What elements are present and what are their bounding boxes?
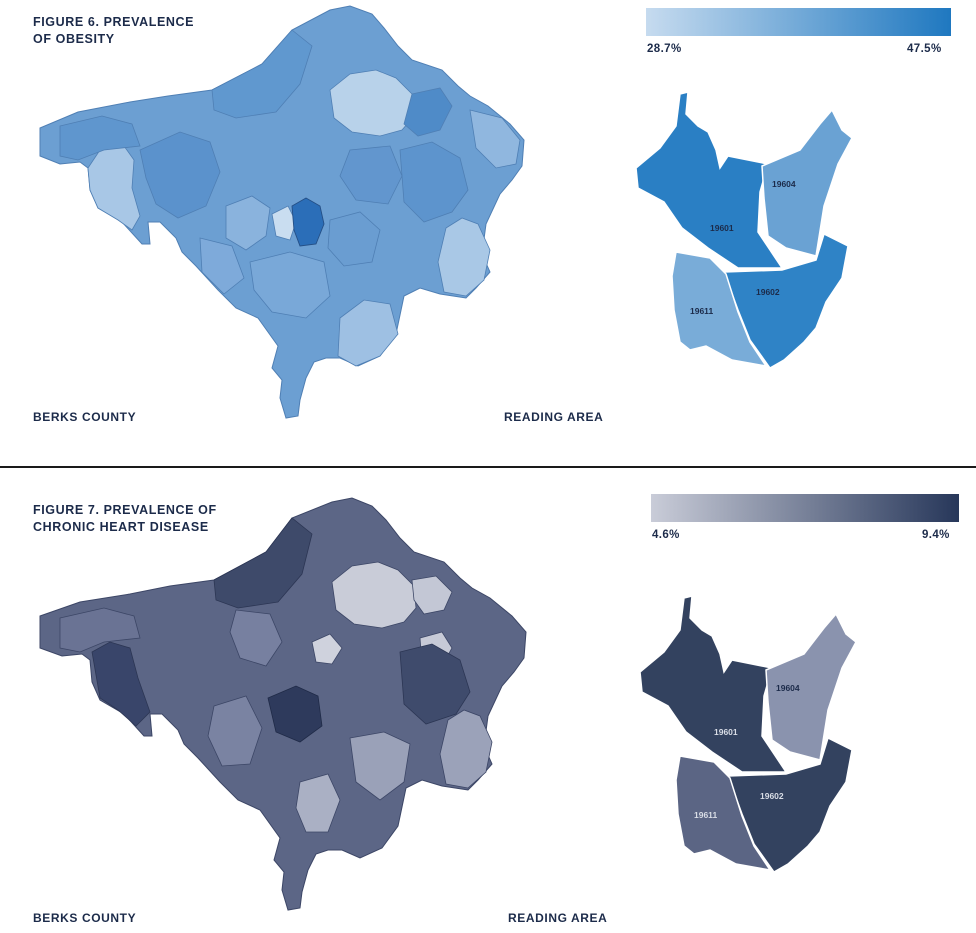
district-mid-k bbox=[199, 237, 245, 295]
district-light-southeast bbox=[439, 709, 493, 789]
zip-label-19602: 19602 bbox=[760, 791, 784, 801]
district-mid-g bbox=[249, 251, 331, 319]
color-scale-legend bbox=[651, 494, 959, 522]
reading-map-label: READING AREA bbox=[508, 911, 608, 925]
zip-label-19611: 19611 bbox=[690, 306, 713, 316]
zip-19601-region bbox=[635, 91, 784, 269]
district-mid-a bbox=[229, 609, 283, 667]
figure-title-line-1: FIGURE 7. PREVALENCE OF bbox=[33, 503, 217, 517]
zip-19611-region bbox=[675, 755, 772, 872]
district-dark-north bbox=[213, 517, 313, 609]
berks-county-map bbox=[39, 5, 525, 419]
figure-title-line-1: FIGURE 6. PREVALENCE bbox=[33, 15, 195, 29]
legend-max-label: 47.5% bbox=[907, 43, 942, 55]
district-light-northeast bbox=[411, 575, 453, 615]
zip-label-19601: 19601 bbox=[710, 223, 734, 233]
district-mid-c bbox=[59, 607, 141, 653]
reading-area-map: 19601 19602 19604 19611 bbox=[635, 91, 853, 369]
zip-19604-region bbox=[765, 612, 857, 761]
zip-label-19604: 19604 bbox=[776, 683, 800, 693]
county-map-label: BERKS COUNTY bbox=[33, 410, 137, 424]
zip-label-19601: 19601 bbox=[714, 727, 738, 737]
district-mid-d bbox=[225, 195, 271, 251]
legend-min-label: 4.6% bbox=[652, 529, 680, 541]
district-mid-f bbox=[469, 109, 521, 169]
district-mid-south bbox=[349, 731, 411, 801]
figure-title: FIGURE 7. PREVALENCE OF CHRONIC HEART DI… bbox=[33, 502, 217, 536]
figure-title: FIGURE 6. PREVALENCE OF OBESITY bbox=[33, 14, 194, 48]
reading-map-label: READING AREA bbox=[504, 410, 604, 424]
berks-county-map bbox=[39, 497, 527, 911]
county-map-label: BERKS COUNTY bbox=[33, 911, 137, 925]
figure-heart-disease-panel: FIGURE 7. PREVALENCE OF CHRONIC HEART DI… bbox=[0, 468, 976, 933]
legend-min-label: 28.7% bbox=[647, 43, 682, 55]
district-light-north bbox=[331, 561, 417, 629]
district-dark-east bbox=[399, 643, 471, 725]
district-reading bbox=[291, 197, 325, 247]
district-light-west bbox=[87, 145, 141, 231]
district-light-south bbox=[295, 773, 341, 833]
zip-label-19604: 19604 bbox=[772, 179, 796, 189]
district-mid-i bbox=[271, 205, 297, 241]
district-light-east bbox=[437, 217, 491, 297]
district-mid-b bbox=[207, 695, 263, 767]
district-mid-a bbox=[211, 29, 313, 119]
zip-19604-region bbox=[761, 108, 853, 257]
figure-title-line-2: CHRONIC HEART DISEASE bbox=[33, 520, 209, 534]
zip-label-19602: 19602 bbox=[756, 287, 780, 297]
zip-19602-region bbox=[726, 736, 853, 873]
district-dark-west bbox=[91, 641, 151, 727]
figure-title-line-2: OF OBESITY bbox=[33, 32, 115, 46]
district-mid-l bbox=[339, 145, 403, 205]
legend-max-label: 9.4% bbox=[922, 529, 950, 541]
figure-obesity-panel: FIGURE 6. PREVALENCE OF OBESITY 28.7% 47… bbox=[0, 0, 976, 466]
district-dark-center bbox=[267, 685, 323, 743]
reading-area-map: 19601 19602 19604 19611 bbox=[639, 595, 857, 873]
panel-divider bbox=[0, 466, 976, 468]
district-mid-h bbox=[59, 115, 141, 161]
district-mid-e bbox=[403, 87, 453, 137]
district-light-south bbox=[337, 299, 399, 367]
zip-label-19611: 19611 bbox=[694, 810, 717, 820]
district-mid-j bbox=[327, 211, 381, 267]
color-scale-legend bbox=[646, 8, 951, 36]
district-mid-b bbox=[139, 131, 221, 219]
district-light-center-north bbox=[311, 633, 343, 665]
zip-19601-region bbox=[639, 595, 788, 773]
zip-19602-region bbox=[722, 232, 849, 369]
district-mid-c bbox=[399, 141, 469, 223]
zip-19611-region bbox=[671, 251, 768, 368]
